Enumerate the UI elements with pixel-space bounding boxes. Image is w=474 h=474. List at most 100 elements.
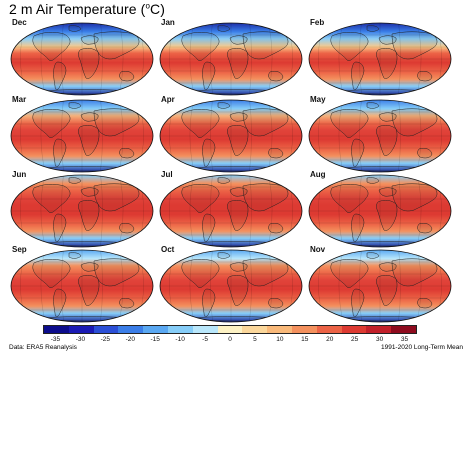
colorbar [43, 325, 417, 334]
colorbar-tick-label: 35 [400, 336, 409, 343]
temperature-field [11, 250, 153, 322]
panel-label: Nov [310, 245, 326, 254]
coastlines [181, 102, 289, 172]
temperature-field [309, 175, 451, 247]
world-map [308, 22, 452, 96]
world-map [159, 249, 303, 323]
colorbar-tick-label: 30 [375, 336, 384, 343]
colorbar-segment [167, 326, 193, 333]
world-map [10, 174, 154, 248]
temperature-field [309, 23, 451, 95]
world-map [159, 174, 303, 248]
colorbar-segment [217, 326, 243, 333]
coastlines [32, 252, 140, 322]
colorbar-segment [291, 326, 317, 333]
colorbar-segment [366, 326, 392, 333]
coastlines [32, 25, 140, 95]
temperature-field [11, 23, 153, 95]
temperature-field [309, 250, 451, 322]
coastlines [181, 25, 289, 95]
coastlines [330, 177, 438, 247]
map-panel-apr: Apr [158, 95, 304, 174]
coastlines [181, 252, 289, 322]
panel-label: Sep [12, 245, 27, 254]
colorbar-tick-label: -20 [125, 336, 135, 343]
graticule [309, 100, 451, 172]
map-border [308, 99, 452, 173]
colorbar-ticks: -35 -30 -25 -20 -15 -10 -5 0 5 10 15 20 25 30 35 [43, 336, 417, 346]
panel-label: Mar [12, 95, 27, 104]
world-map [10, 99, 154, 173]
map-border [159, 174, 303, 248]
graticule [160, 100, 302, 172]
map-border [159, 249, 303, 323]
panel-label: Jun [12, 170, 27, 179]
map-border [308, 22, 452, 96]
coastlines [181, 177, 289, 247]
colorbar-segment [93, 326, 119, 333]
colorbar-segment [391, 326, 416, 333]
map-panel-oct: Oct [158, 245, 304, 324]
colorbar-segment [341, 326, 367, 333]
graticule [309, 175, 451, 247]
colorbar-tick-label: -5 [202, 336, 208, 343]
map-panel-jan: Jan [158, 18, 304, 97]
map-border [10, 249, 154, 323]
panel-label: Oct [161, 245, 175, 254]
graticule [160, 23, 302, 95]
panel-label: Feb [310, 18, 325, 27]
colorbar-segment [192, 326, 218, 333]
colorbar-segment [44, 326, 69, 333]
colorbar-tick-label: 0 [228, 336, 232, 343]
map-border [308, 249, 452, 323]
temperature-field [11, 100, 153, 172]
colorbar-tick-label: 25 [351, 336, 359, 343]
map-panel-mar: Mar [9, 95, 155, 174]
colorbar-tick-label: 15 [301, 336, 309, 343]
figure-title: 2 m Air Temperature (oC) [9, 1, 165, 17]
map-panel-dec: Dec [9, 18, 155, 97]
map-panel-feb: Feb [307, 18, 453, 97]
world-map [159, 99, 303, 173]
colorbar-segment [242, 326, 268, 333]
colorbar-tick-label: -35 [50, 336, 61, 343]
panel-label: Jan [161, 18, 175, 27]
map-panel-aug: Aug [307, 170, 453, 249]
panel-label: May [310, 95, 326, 104]
map-border [159, 22, 303, 96]
world-map [10, 22, 154, 96]
data-source-label: Data: ERA5 Reanalysis [9, 344, 77, 351]
colorbar-tick-label: 10 [276, 336, 284, 343]
temperature-field [160, 175, 302, 247]
panel-label: Aug [310, 170, 326, 179]
colorbar-segment [316, 326, 342, 333]
colorbar-tick-label: -10 [175, 336, 185, 343]
colorbar-segment [68, 326, 94, 333]
temperature-field [160, 100, 302, 172]
map-panel-sep: Sep [9, 245, 155, 324]
map-panel-may: May [307, 95, 453, 174]
temperature-field [160, 250, 302, 322]
coastlines [330, 102, 438, 172]
graticule [11, 250, 153, 322]
temperature-field [11, 175, 153, 247]
graticule [160, 175, 302, 247]
panel-label: Apr [161, 95, 175, 104]
graticule [160, 250, 302, 322]
map-border [159, 99, 303, 173]
colorbar-segment [267, 326, 292, 333]
world-map [308, 174, 452, 248]
world-map [308, 99, 452, 173]
panel-label: Jul [161, 170, 173, 179]
map-panel-jun: Jun [9, 170, 155, 249]
colorbar-tick-label: 5 [253, 336, 257, 343]
world-map [308, 249, 452, 323]
map-border [308, 174, 452, 248]
colorbar-tick-label: -25 [100, 336, 111, 343]
coastlines [330, 252, 438, 322]
temperature-field [309, 100, 451, 172]
colorbar-tick-label: 20 [326, 336, 334, 343]
period-label: 1991-2020 Long-Term Mean [380, 344, 463, 351]
colorbar-tick-label: -15 [150, 336, 160, 343]
map-border [10, 22, 154, 96]
